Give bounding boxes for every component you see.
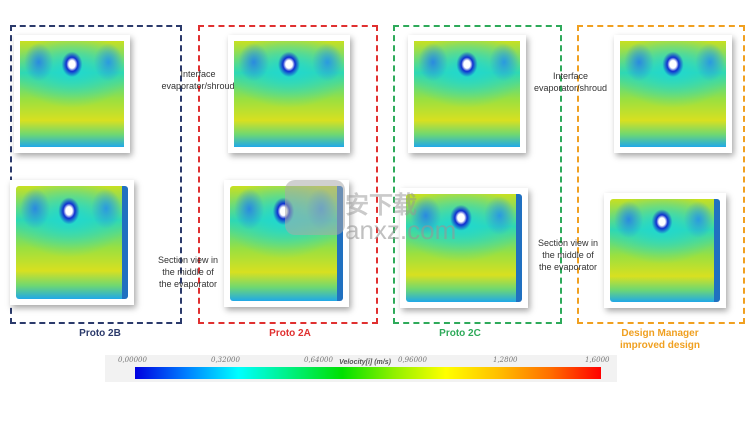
note-interface-1: Interface evaporator/shroud — [161, 69, 235, 91]
interface-map-2b — [14, 35, 130, 153]
panel-proto-2b — [10, 25, 182, 324]
colorbar-tick: 0,96000 — [398, 356, 427, 364]
section-map-2c — [400, 188, 528, 308]
interface-map-2c — [408, 35, 526, 153]
colorbar-tick: 1,2800 — [493, 356, 518, 364]
interface-map-dm — [614, 35, 732, 153]
colorbar-tick: 0,64000 — [304, 356, 333, 364]
colorbar-tick: 1,6000 — [585, 356, 610, 364]
colorbar-tick: 0,32000 — [211, 356, 240, 364]
note-interface-2: Interface evaporator/shroud — [533, 71, 608, 93]
colorbar-tick: 0,00000 — [118, 356, 147, 364]
watermark-bag-icon — [285, 180, 345, 235]
colorbar-title: Velocity[i] (m/s) — [339, 359, 391, 366]
colorbar-gradient — [135, 367, 601, 379]
note-section-1: Section view in the middle of the evapor… — [157, 255, 219, 289]
panel-design-manager — [577, 25, 745, 324]
section-map-dm — [604, 193, 726, 308]
label-design-manager: Design Manager improved design — [619, 328, 700, 351]
panel-proto-2a — [198, 25, 378, 324]
interface-map-2a — [228, 35, 350, 153]
note-section-2: Section view in the middle of the evapor… — [537, 238, 599, 272]
label-proto-2b: Proto 2B — [79, 328, 121, 339]
panel-proto-2c — [393, 25, 562, 324]
watermark-cn: 安下载 — [345, 192, 417, 219]
watermark-text: anxz.com — [345, 215, 457, 245]
label-proto-2c: Proto 2C — [439, 328, 481, 339]
section-map-2b — [10, 180, 134, 305]
label-proto-2a: Proto 2A — [269, 328, 311, 339]
